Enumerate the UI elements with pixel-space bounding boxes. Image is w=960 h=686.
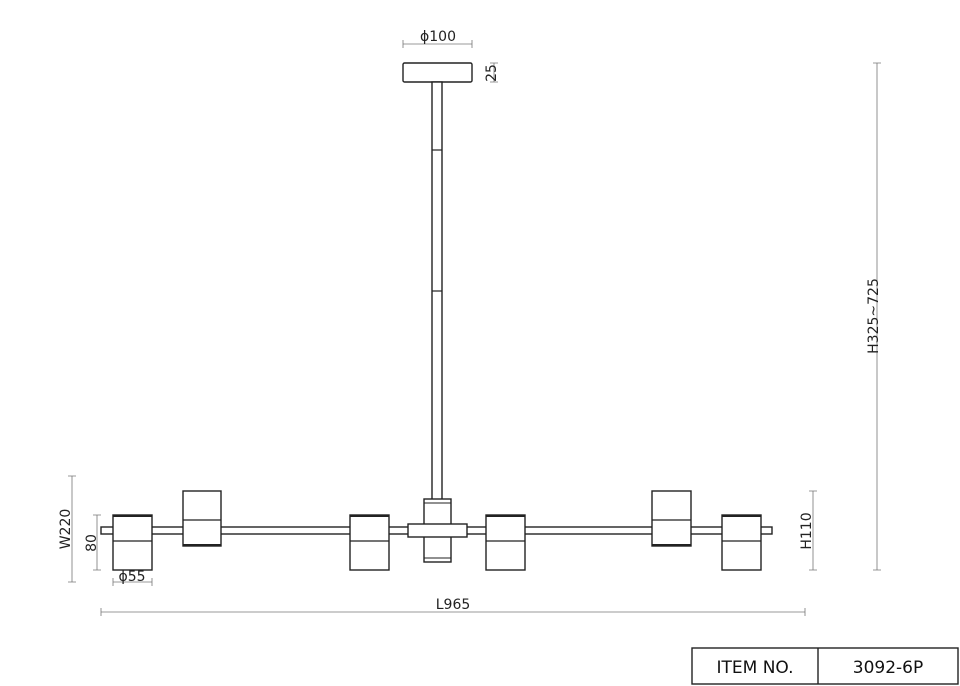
- shade-3: [349, 514, 390, 571]
- canopy: [402, 62, 473, 83]
- svg-text:L965: L965: [436, 597, 471, 613]
- title-block: ITEM NO. 3092-6P: [691, 647, 959, 685]
- shade-4: [485, 514, 526, 571]
- dim-canopy-height: 25: [484, 62, 500, 83]
- item-no-value: 3092-6P: [853, 658, 923, 678]
- dim-shade-diameter: ϕ55: [112, 569, 153, 586]
- shade-1: [112, 514, 153, 571]
- svg-text:25: 25: [484, 64, 500, 82]
- dim-shade-80: 80: [84, 514, 101, 571]
- center-hub: [407, 498, 468, 563]
- dim-shade-height: H110: [799, 490, 817, 571]
- dim-width: W220: [58, 475, 76, 583]
- svg-text:H325~725: H325~725: [866, 278, 882, 354]
- svg-text:ϕ55: ϕ55: [118, 569, 145, 585]
- svg-text:80: 80: [84, 534, 100, 552]
- svg-text:W220: W220: [58, 509, 74, 550]
- dim-length: L965: [100, 597, 806, 616]
- shade-6: [721, 514, 762, 571]
- dim-canopy-diameter: ϕ100: [402, 29, 473, 48]
- item-no-label: ITEM NO.: [716, 658, 793, 678]
- shade-5: [651, 490, 692, 547]
- svg-text:ϕ100: ϕ100: [420, 29, 456, 45]
- shade-2: [182, 490, 222, 547]
- dim-overall-height: H325~725: [866, 62, 882, 571]
- svg-text:H110: H110: [799, 512, 815, 549]
